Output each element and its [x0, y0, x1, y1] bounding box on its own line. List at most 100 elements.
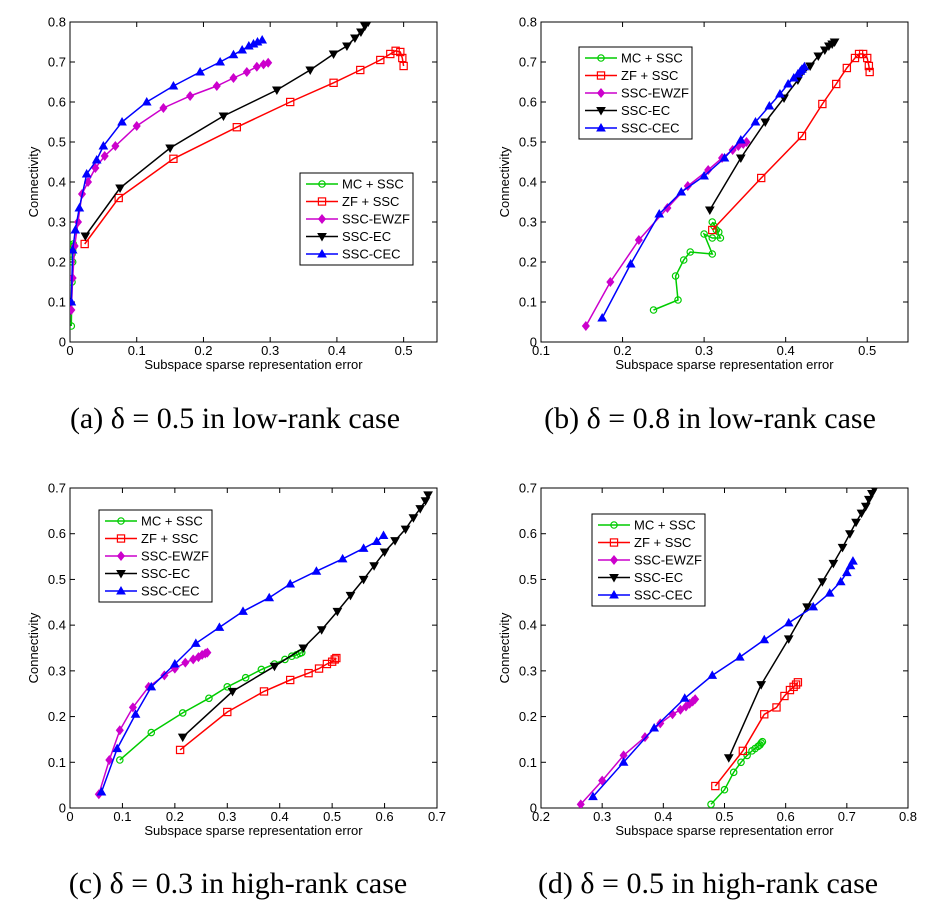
data-point	[147, 728, 156, 737]
y-tick-label: 0.2	[519, 709, 537, 724]
series-line-3	[182, 494, 429, 738]
data-point	[168, 80, 179, 90]
data-point	[576, 799, 585, 808]
legend-label: SSC-EC	[141, 566, 190, 581]
series-group	[70, 22, 408, 330]
data-point	[186, 91, 195, 101]
y-tick-label: 0.7	[48, 481, 66, 496]
x-axis-label: Subspace sparse representation error	[615, 823, 834, 838]
data-point	[597, 312, 608, 322]
data-point	[271, 86, 282, 96]
data-point	[870, 488, 878, 494]
data-point	[634, 235, 643, 245]
data-point	[177, 733, 188, 743]
axes-box	[69, 487, 438, 809]
y-tick-label: 0.5	[519, 572, 537, 587]
y-axis-label: Connectivity	[26, 146, 41, 217]
data-point	[130, 709, 141, 718]
data-point	[190, 638, 201, 647]
x-tick-label: 0.3	[593, 809, 611, 824]
data-point	[824, 588, 835, 597]
legend-label: MC + SSC	[634, 518, 696, 533]
x-tick-label: 0	[66, 343, 73, 358]
data-point	[342, 42, 352, 52]
data-point	[218, 112, 229, 122]
series-line-3	[728, 488, 876, 759]
y-tick-label: 0.4	[519, 618, 537, 633]
y-axis-label: Connectivity	[497, 612, 512, 683]
data-point	[391, 46, 400, 56]
legend-label: ZF + SSC	[621, 68, 678, 83]
data-point	[70, 305, 76, 315]
panel-caption: (c) δ = 0.3 in high-rank case	[69, 867, 407, 900]
y-tick-label: 0	[59, 801, 66, 816]
y-tick-label: 0.7	[519, 55, 537, 70]
data-point	[165, 144, 175, 154]
data-point	[845, 560, 856, 570]
legend-swatch-marker	[116, 534, 126, 543]
x-tick-label: 0.8	[899, 809, 917, 824]
data-point	[159, 103, 168, 113]
data-point	[654, 208, 665, 218]
data-point	[111, 141, 120, 151]
data-point	[70, 244, 78, 254]
data-point	[356, 28, 366, 38]
x-tick-label: 0.4	[328, 343, 346, 358]
legend-swatch-marker	[609, 574, 619, 583]
data-point	[181, 657, 190, 668]
data-point	[813, 52, 824, 62]
x-tick-label: 0.3	[695, 343, 713, 358]
data-point	[396, 47, 405, 57]
data-point	[699, 170, 709, 180]
y-tick-label: 0.4	[48, 175, 66, 190]
x-tick-label: 0.6	[777, 809, 795, 824]
y-tick-label: 0.8	[519, 15, 537, 30]
x-tick-label: 0.5	[715, 809, 733, 824]
y-tick-label: 0.4	[48, 618, 66, 633]
legend-swatch-marker	[609, 538, 619, 547]
y-tick-label: 0.3	[519, 663, 537, 678]
data-point	[760, 118, 771, 128]
data-point	[390, 537, 400, 546]
x-tick-label: 0.7	[428, 809, 446, 824]
legend-swatch-marker	[116, 551, 126, 561]
legend-label: SSC-EWZF	[141, 549, 209, 564]
x-axis-label: Subspace sparse representation error	[144, 823, 363, 838]
data-point	[408, 514, 419, 523]
series-group	[576, 488, 878, 808]
legend-swatch-marker	[597, 54, 605, 62]
data-point	[281, 655, 289, 664]
data-point	[817, 578, 828, 587]
chart-panel-1: 0.1 0.2 0.3 0.4 0.500.10.20.30.40.50.60.70.8…	[497, 15, 909, 435]
legend: MC + SSC ZF + SSC SSC-EWZF SSC-EC SSC-CEC	[591, 513, 706, 607]
data-point	[80, 239, 89, 249]
data-point	[783, 617, 794, 627]
data-point	[252, 61, 261, 72]
y-tick-label: 0.1	[48, 755, 66, 770]
legend-swatch-marker	[317, 233, 327, 242]
data-point	[214, 622, 225, 631]
data-point	[112, 743, 123, 753]
data-point	[851, 518, 861, 528]
x-tick-label: 0.5	[858, 343, 876, 358]
data-point	[205, 694, 213, 703]
data-point	[711, 781, 720, 791]
data-point	[358, 575, 369, 585]
series-line-2	[580, 698, 696, 805]
y-tick-label: 0.4	[519, 175, 537, 190]
y-tick-label: 0.6	[48, 526, 66, 541]
data-point	[345, 591, 356, 601]
x-tick-label: 0.2	[194, 343, 212, 358]
data-point	[668, 709, 677, 720]
legend-swatch-marker	[596, 107, 606, 116]
data-point	[115, 184, 125, 194]
data-point	[376, 55, 385, 65]
data-point	[175, 745, 185, 755]
legend-swatch-marker	[318, 180, 326, 188]
y-tick-label: 0.5	[519, 135, 537, 150]
x-tick-label: 0.1	[532, 343, 550, 358]
data-point	[371, 536, 382, 545]
data-point	[264, 57, 273, 68]
data-point	[132, 121, 141, 131]
data-point	[581, 321, 590, 331]
